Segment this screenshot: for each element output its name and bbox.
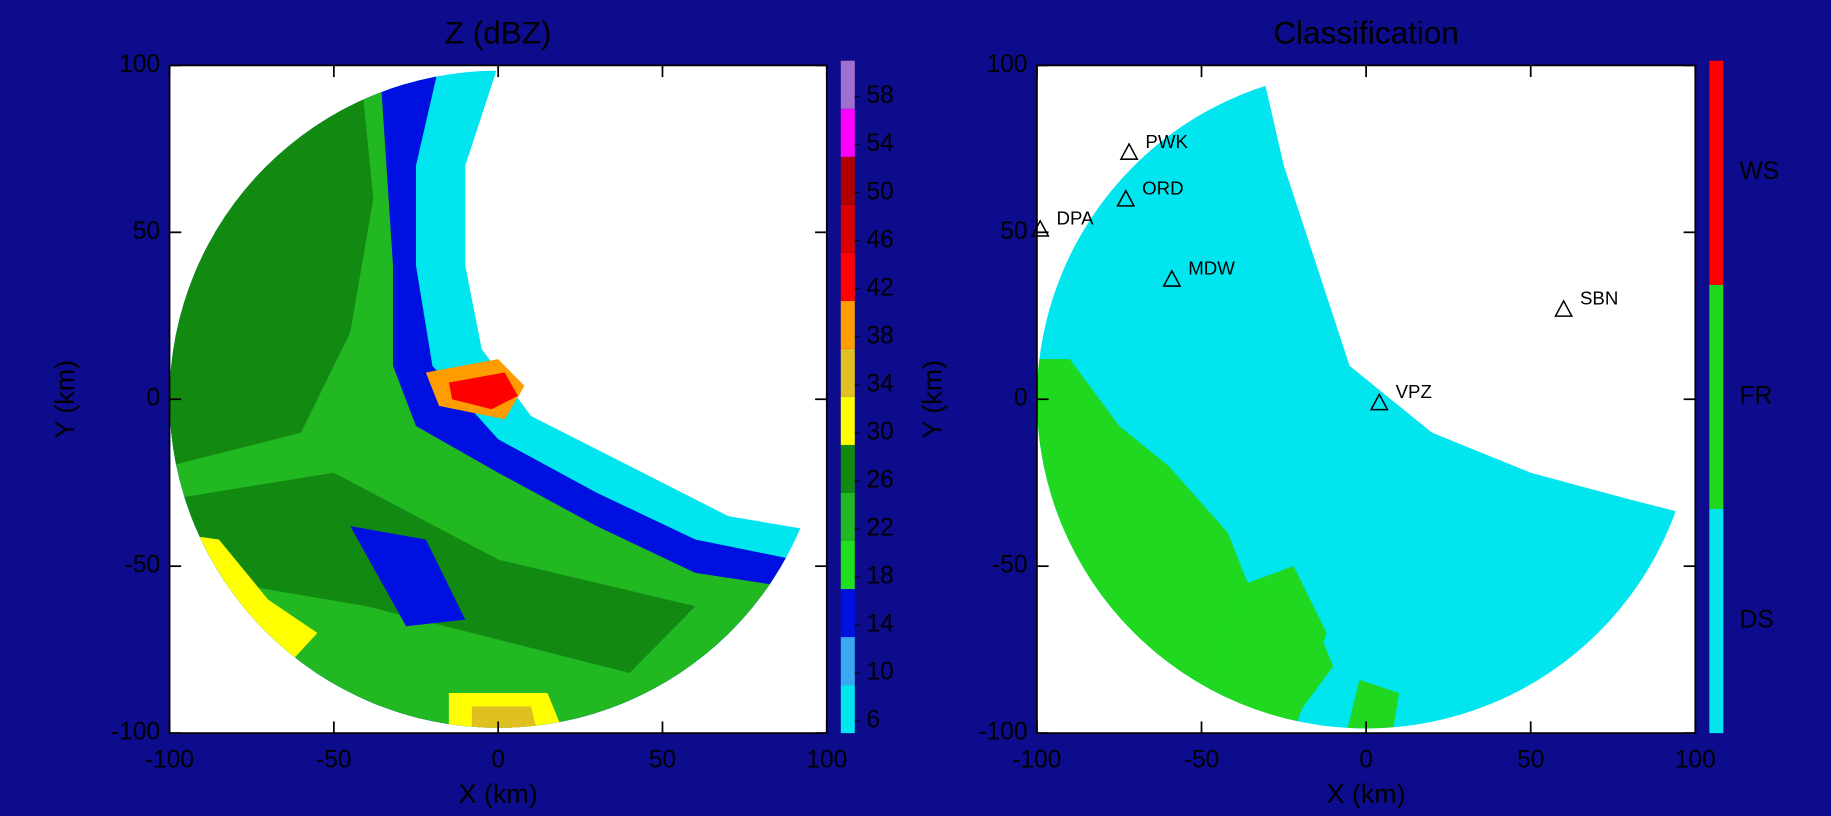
y-tick-label: -50 bbox=[992, 552, 1027, 579]
colorbar-label: 46 bbox=[866, 226, 893, 253]
echo-region bbox=[448, 372, 518, 410]
x-tick-label: 100 bbox=[806, 747, 847, 774]
colorbar-label: 54 bbox=[866, 130, 893, 157]
y-axis-label: Y (km) bbox=[50, 360, 80, 439]
colorbar-label: FR bbox=[1740, 382, 1773, 409]
colorbar-band bbox=[840, 396, 855, 445]
chart-title: Z (dBZ) bbox=[445, 14, 552, 50]
x-tick-label: -50 bbox=[316, 747, 351, 774]
station-label: ORD bbox=[1142, 178, 1183, 199]
y-tick-label: 100 bbox=[987, 51, 1028, 78]
x-tick-label: 100 bbox=[1675, 747, 1716, 774]
y-tick-label: 50 bbox=[1000, 218, 1027, 245]
y-axis-label: Y (km) bbox=[917, 360, 947, 439]
colorbar-band bbox=[840, 108, 855, 157]
colorbar-band bbox=[1709, 508, 1724, 734]
colorbar-label: DS bbox=[1740, 607, 1774, 634]
station-marker bbox=[1369, 392, 1389, 411]
colorbar-label: 58 bbox=[866, 82, 893, 109]
x-tick-label: -100 bbox=[1012, 747, 1061, 774]
x-tick-label: 0 bbox=[491, 747, 505, 774]
echo-region bbox=[350, 526, 466, 627]
colorbar-band bbox=[840, 685, 855, 734]
radar-field bbox=[169, 70, 827, 728]
x-tick-label: 0 bbox=[1359, 747, 1373, 774]
y-tick-label: 50 bbox=[133, 218, 160, 245]
colorbar-label: 42 bbox=[866, 274, 893, 301]
colorbar-band bbox=[840, 589, 855, 638]
station-marker bbox=[1162, 269, 1182, 287]
colorbar-band bbox=[840, 348, 855, 397]
colorbar-label: 14 bbox=[866, 611, 893, 638]
station-label: SBN bbox=[1580, 288, 1618, 309]
colorbar-band bbox=[840, 444, 855, 493]
colorbar-label: 6 bbox=[866, 707, 880, 734]
x-axis-label: X (km) bbox=[1327, 779, 1406, 809]
station-marker bbox=[1116, 189, 1136, 207]
station-label: MDW bbox=[1188, 258, 1235, 279]
colorbar-band bbox=[840, 204, 855, 253]
colorbar-band bbox=[1709, 284, 1724, 509]
radar-field bbox=[1036, 70, 1696, 729]
y-tick-label: 0 bbox=[147, 385, 161, 412]
station-marker bbox=[1030, 219, 1050, 237]
colorbar-band bbox=[840, 252, 855, 301]
echo-region bbox=[1346, 679, 1400, 729]
colorbar-label: 10 bbox=[866, 659, 893, 686]
x-tick-label: 50 bbox=[1517, 747, 1544, 774]
colorbar-label: 38 bbox=[866, 322, 893, 349]
chart-title: Classification bbox=[1273, 14, 1459, 50]
y-tick-label: -100 bbox=[111, 719, 160, 746]
colorbar-band bbox=[840, 540, 855, 590]
colorbar-band bbox=[840, 60, 855, 109]
colorbar-label: 22 bbox=[866, 514, 893, 541]
colorbar-label: 18 bbox=[866, 562, 893, 589]
colorbar-band bbox=[840, 492, 855, 541]
colorbar-label: 30 bbox=[866, 418, 893, 445]
y-tick-label: 100 bbox=[119, 51, 160, 78]
y-tick-label: 0 bbox=[1014, 385, 1028, 412]
x-axis-label: X (km) bbox=[459, 779, 538, 809]
colorbar-band bbox=[840, 300, 855, 349]
echo-region bbox=[1217, 586, 1334, 729]
y-tick-label: -100 bbox=[979, 719, 1028, 746]
station-label: PWK bbox=[1145, 131, 1188, 152]
colorbar-band bbox=[1709, 60, 1724, 285]
echo-region bbox=[471, 706, 538, 728]
x-tick-label: 50 bbox=[649, 747, 676, 774]
x-tick-label: -100 bbox=[145, 747, 194, 774]
colorbar-label: WS bbox=[1740, 158, 1779, 185]
colorbar-label: 26 bbox=[866, 466, 893, 493]
x-tick-label: -50 bbox=[1184, 747, 1219, 774]
colorbar-band bbox=[840, 637, 855, 686]
colorbar-label: 50 bbox=[866, 178, 893, 205]
colorbar-label: 34 bbox=[866, 370, 893, 397]
station-marker bbox=[1119, 142, 1139, 160]
station-label: DPA bbox=[1057, 208, 1095, 229]
y-tick-label: -50 bbox=[125, 552, 160, 579]
station-marker bbox=[1554, 299, 1574, 317]
station-label: VPZ bbox=[1396, 381, 1432, 402]
colorbar-band bbox=[840, 156, 855, 205]
